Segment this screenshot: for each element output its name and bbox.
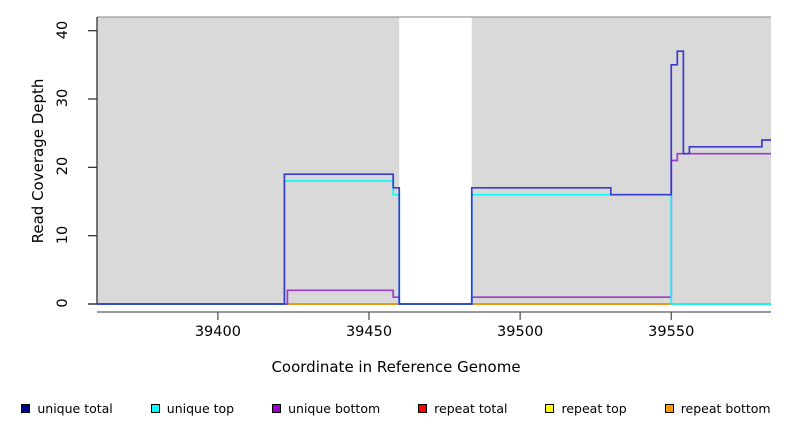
y-tick-label-3: 30 [55, 88, 71, 108]
legend-item-unique-bottom[interactable]: unique bottom [272, 401, 380, 416]
legend-swatch-icon-repeat-total [418, 403, 428, 413]
legend-item-unique-top[interactable]: unique top [150, 400, 235, 416]
x-tick-label-1: 39450 [345, 324, 393, 340]
legend-swatch-icon-repeat-bottom [664, 403, 674, 413]
legend-swatch-icon-unique-total [21, 403, 31, 413]
legend-label: unique total [37, 400, 113, 416]
x-axis-title: Coordinate in Reference Genome [271, 358, 521, 376]
y-tick-label-0: 0 [55, 298, 71, 308]
legend-item-unique-total[interactable]: unique total [21, 400, 113, 416]
legend-item-repeat-total[interactable]: repeat total [418, 401, 507, 416]
legend-label: repeat bottom [680, 400, 771, 416]
legend-label: unique top [166, 400, 235, 416]
coverage-gap-region-0 [399, 17, 472, 304]
chart-legend: unique total unique top unique bottom repea… [0, 398, 792, 418]
legend-label: repeat total [434, 400, 508, 416]
x-tick-label-3: 39550 [648, 324, 695, 340]
legend-swatch-icon-unique-bottom [272, 403, 282, 413]
legend-swatch-icon-repeat-top [545, 403, 555, 413]
legend-label: repeat top [561, 400, 627, 416]
y-tick-label-1: 10 [55, 225, 71, 244]
legend-swatch-icon-unique-top [150, 403, 160, 413]
x-tick-label-2: 39500 [497, 324, 544, 340]
series-unique-total [97, 50, 771, 305]
legend-item-repeat-bottom[interactable]: repeat bottom [664, 400, 771, 416]
y-axis-title: Read Coverage Depth [29, 78, 47, 244]
y-tick-label-4: 40 [55, 20, 71, 39]
legend-label: unique bottom [288, 400, 381, 416]
x-tick-label-0: 39400 [194, 324, 241, 340]
y-tick-label-2: 20 [55, 157, 71, 176]
legend-item-repeat-top[interactable]: repeat top [545, 400, 627, 416]
